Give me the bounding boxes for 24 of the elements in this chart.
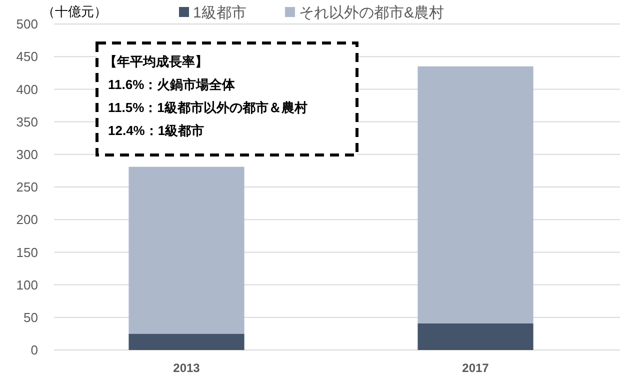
annotation: 12.4%：1級都市 <box>108 123 204 138</box>
y-tick-label: 450 <box>16 49 38 64</box>
x-tick-label: 2013 <box>173 361 200 375</box>
y-tick-label: 150 <box>16 244 38 260</box>
y-tick-label: 400 <box>16 82 38 97</box>
y-tick-label: 250 <box>16 180 38 195</box>
annotation: 11.6%：火鍋市場全体 <box>108 77 236 92</box>
y-tick-label: 200 <box>16 212 38 228</box>
y-axis-title: （十億元） <box>42 4 107 19</box>
x-tick-label: 2017 <box>462 361 490 375</box>
bar <box>128 166 244 334</box>
legend-label: 1級都市 <box>193 4 246 22</box>
legend-label: それ以外の都市&農村 <box>299 4 444 22</box>
bar <box>128 334 244 350</box>
bar <box>418 323 534 350</box>
annotation: 11.5%：1級都市以外の都市＆農村 <box>108 100 308 115</box>
bar <box>418 66 534 324</box>
y-tick-label: 0 <box>30 342 38 358</box>
y-tick-label: 350 <box>16 114 38 130</box>
y-tick-label: 100 <box>16 277 38 292</box>
y-tick-label: 50 <box>24 310 38 325</box>
y-tick-label: 300 <box>16 146 38 162</box>
annotation: 【年平均成長率】 <box>104 54 208 69</box>
y-tick-label: 500 <box>16 16 38 32</box>
